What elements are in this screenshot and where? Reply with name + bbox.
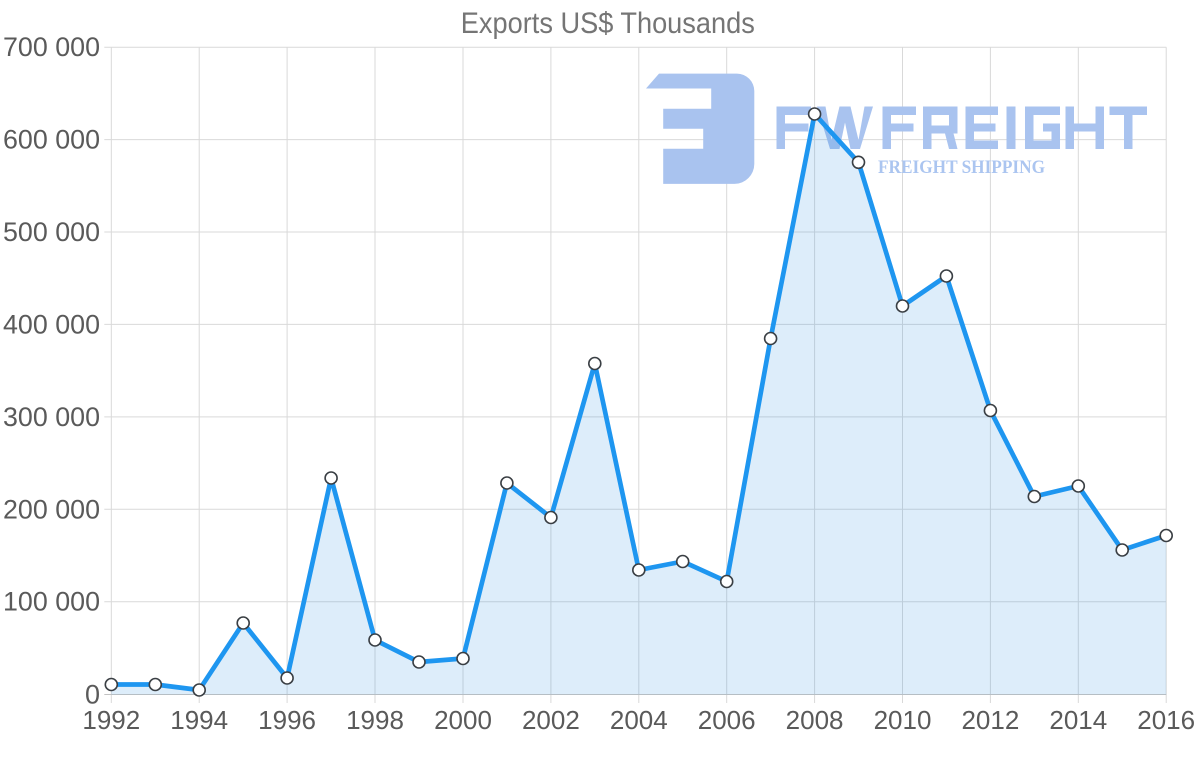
svg-text:1992: 1992 bbox=[82, 705, 140, 735]
svg-text:2002: 2002 bbox=[522, 705, 580, 735]
svg-text:600 000: 600 000 bbox=[3, 125, 100, 155]
svg-text:FREIGHT SHIPPING: FREIGHT SHIPPING bbox=[878, 157, 1045, 178]
svg-text:2014: 2014 bbox=[1049, 705, 1107, 735]
svg-text:1996: 1996 bbox=[258, 705, 316, 735]
svg-text:100 000: 100 000 bbox=[3, 587, 100, 617]
svg-text:500 000: 500 000 bbox=[3, 217, 100, 247]
svg-text:Exports US$ Thousands: Exports US$ Thousands bbox=[461, 7, 755, 40]
svg-text:2016: 2016 bbox=[1137, 705, 1195, 735]
svg-text:200 000: 200 000 bbox=[3, 494, 100, 524]
svg-text:300 000: 300 000 bbox=[3, 402, 100, 432]
svg-text:2000: 2000 bbox=[434, 705, 492, 735]
svg-text:2010: 2010 bbox=[874, 705, 932, 735]
svg-text:2006: 2006 bbox=[698, 705, 756, 735]
svg-text:400 000: 400 000 bbox=[3, 309, 100, 339]
svg-text:2012: 2012 bbox=[961, 705, 1019, 735]
svg-text:1994: 1994 bbox=[170, 705, 228, 735]
svg-text:0: 0 bbox=[85, 680, 100, 710]
svg-text:2008: 2008 bbox=[786, 705, 844, 735]
svg-text:2004: 2004 bbox=[610, 705, 668, 735]
svg-text:1998: 1998 bbox=[346, 705, 404, 735]
svg-text:700 000: 700 000 bbox=[3, 32, 100, 62]
